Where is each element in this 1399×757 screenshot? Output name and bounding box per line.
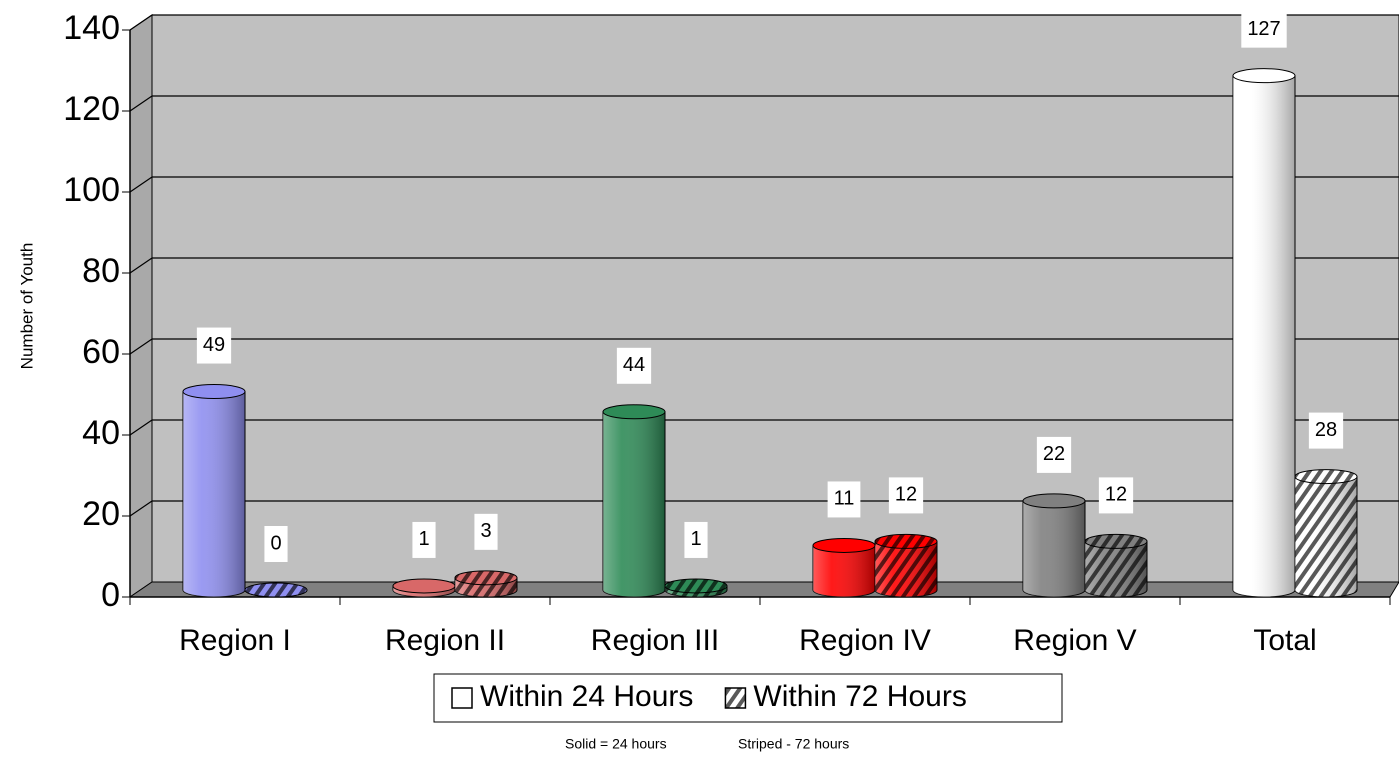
data-label-box	[684, 521, 708, 558]
grid-line	[129, 419, 153, 436]
bar-top-stripes	[665, 578, 727, 593]
y-tick-label: 80	[82, 252, 120, 290]
bar-shade	[1023, 500, 1085, 597]
floor	[128, 581, 1399, 598]
bar-shade	[813, 545, 875, 597]
data-label-box	[1308, 412, 1344, 449]
note: Solid = 24 hours	[565, 736, 667, 752]
bar	[392, 578, 456, 598]
data-label-box	[264, 526, 288, 562]
grid-line	[129, 95, 153, 112]
data-label-box	[1036, 436, 1072, 473]
y-tick-label: 100	[63, 171, 120, 209]
y-tick-label: 20	[82, 495, 120, 533]
data-label: 12	[1105, 484, 1127, 506]
bar	[874, 533, 938, 598]
data-label: 11	[834, 488, 855, 510]
legend-label: Within 24 Hours	[480, 680, 693, 713]
side-wall	[129, 14, 153, 598]
data-label-box	[888, 477, 924, 514]
data-label-box	[474, 513, 498, 550]
note: Striped - 72 hours	[738, 736, 849, 752]
y-tick-label: 40	[82, 414, 120, 452]
data-label-box	[1098, 477, 1134, 514]
data-label: 44	[623, 354, 645, 376]
data-label-box	[412, 521, 436, 558]
y-tick-label: 0	[101, 576, 120, 614]
bar-top-stripes	[875, 534, 937, 549]
bar	[244, 582, 308, 598]
bar-stripes	[1295, 476, 1357, 597]
x-tick-label: Region V	[1013, 624, 1136, 657]
bar	[454, 570, 518, 598]
data-label-box	[827, 481, 861, 518]
legend-swatch-stripes	[725, 688, 746, 708]
data-label-box	[1241, 11, 1287, 48]
grid-line	[129, 500, 153, 517]
data-label: 49	[203, 334, 225, 356]
bar	[1022, 493, 1086, 598]
data-label: 22	[1043, 443, 1065, 465]
bar	[1084, 533, 1148, 598]
data-label: 127	[1247, 18, 1280, 40]
bar-stripes	[1085, 541, 1147, 597]
grid-line	[129, 176, 153, 193]
data-label: 0	[270, 532, 281, 554]
y-axis-label: Number of Youth	[17, 243, 36, 370]
back-wall	[151, 14, 1399, 583]
bar-top	[1232, 68, 1296, 84]
legend	[433, 673, 1063, 723]
bar-top-stripes	[455, 570, 517, 585]
data-label-box	[616, 347, 652, 384]
bar-shade	[183, 391, 245, 597]
bar	[1294, 469, 1358, 598]
data-label-box	[196, 327, 232, 364]
data-label: 28	[1315, 419, 1337, 441]
bar-top-stripes	[245, 583, 307, 597]
y-tick-label: 60	[82, 333, 120, 371]
x-tick-label: Region I	[179, 624, 291, 657]
bar-shade	[603, 411, 665, 597]
grid-line	[129, 338, 153, 355]
bar-top	[812, 537, 876, 553]
bar	[812, 537, 876, 598]
bar-stripes	[875, 541, 937, 597]
bar	[182, 384, 246, 598]
bar-top-stripes	[1085, 534, 1147, 549]
data-label: 3	[480, 520, 491, 542]
legend-swatch	[451, 687, 473, 709]
data-label: 1	[690, 528, 701, 550]
bar-top	[392, 578, 456, 594]
x-tick-label: Region IV	[799, 624, 931, 657]
x-tick-label: Total	[1253, 624, 1316, 657]
grid-line	[129, 257, 153, 274]
y-tick-label: 120	[63, 90, 120, 128]
bar-top-stripes	[1295, 469, 1357, 484]
bar-top	[1022, 493, 1086, 509]
x-tick-label: Region III	[591, 624, 719, 657]
bar	[1232, 68, 1296, 598]
legend-label: Within 72 Hours	[753, 680, 966, 713]
y-tick-label: 140	[63, 9, 120, 47]
x-tick-label: Region II	[385, 624, 505, 657]
bar	[602, 404, 666, 598]
bar-top	[182, 384, 246, 400]
bar-top	[602, 404, 666, 420]
data-label: 1	[418, 528, 429, 550]
bar-shade	[1233, 75, 1295, 597]
data-label: 12	[895, 484, 917, 506]
bar	[664, 578, 728, 598]
grid-line	[129, 14, 153, 31]
